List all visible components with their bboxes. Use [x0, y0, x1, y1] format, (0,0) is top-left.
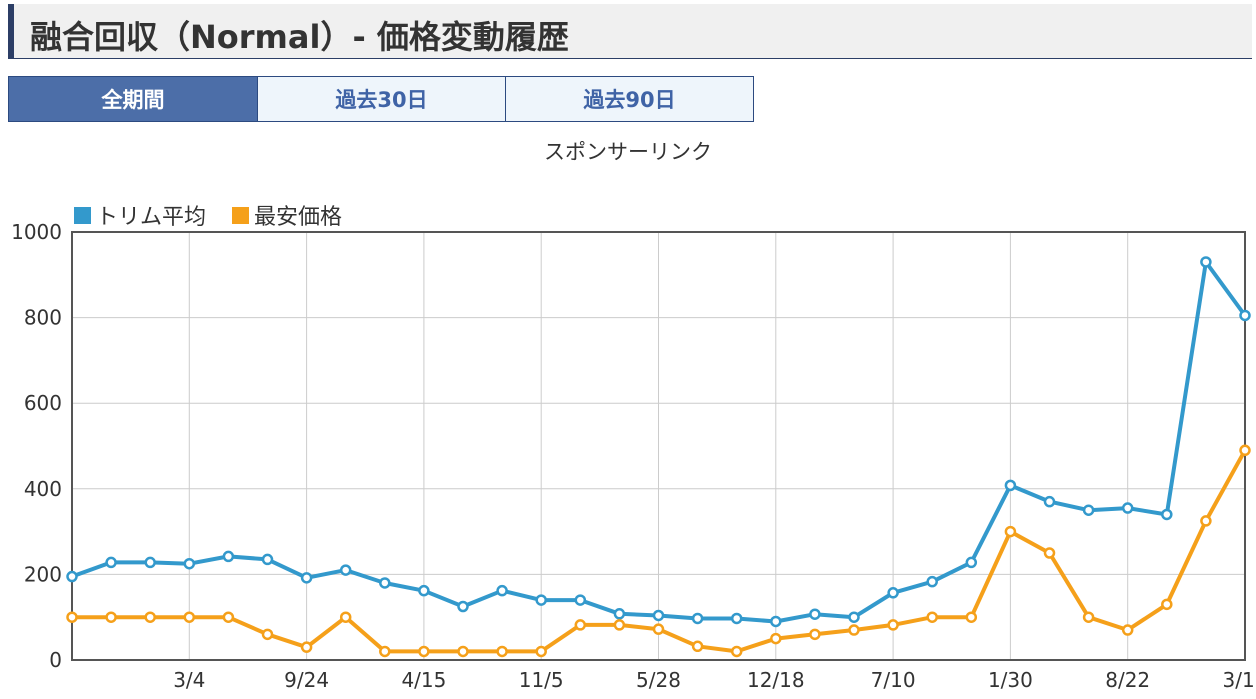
y-tick-label: 800: [24, 306, 62, 330]
data-point-1-5: [261, 628, 274, 641]
x-tick-label: 5/28: [636, 668, 681, 692]
data-point-1-14: [613, 619, 626, 631]
data-point-1-16: [691, 640, 704, 653]
data-point-1-28: [1161, 598, 1173, 611]
data-point-0-13: [574, 594, 587, 606]
tab-past-30-days[interactable]: 過去30日: [257, 77, 505, 121]
data-point-0-23: [965, 556, 978, 569]
data-point-0-30: [1239, 309, 1251, 322]
data-point-1-10: [457, 645, 469, 658]
data-point-0-4: [222, 550, 235, 563]
data-point-0-25: [1043, 495, 1056, 508]
x-tick-label: 1/30: [988, 668, 1033, 692]
y-tick-label: 1000: [11, 220, 62, 244]
data-point-1-26: [1082, 611, 1095, 623]
data-point-0-2: [144, 556, 156, 569]
data-point-1-23: [965, 611, 978, 623]
data-point-0-26: [1082, 504, 1095, 516]
data-point-0-1: [105, 556, 117, 569]
data-point-0-10: [457, 600, 469, 613]
data-point-0-8: [379, 577, 391, 589]
data-point-0-3: [183, 557, 196, 570]
tab-past-90-days[interactable]: 過去90日: [505, 77, 753, 121]
legend-label-min: 最安価格: [254, 205, 343, 230]
chart-legend: トリム平均 最安価格: [74, 199, 342, 231]
data-point-1-6: [300, 641, 313, 653]
data-point-1-9: [418, 645, 430, 658]
data-point-1-29: [1200, 515, 1212, 527]
data-point-1-1: [105, 611, 117, 623]
data-point-1-3: [183, 611, 196, 623]
data-point-1-20: [848, 624, 860, 636]
legend-item-min[interactable]: 最安価格: [232, 199, 342, 231]
page-title: 融合回収（Normal）- 価格変動履歴: [30, 18, 569, 56]
data-point-1-13: [574, 619, 587, 631]
data-point-1-21: [887, 619, 899, 631]
x-tick-label: 8/22: [1105, 668, 1150, 692]
legend-label-avg: トリム平均: [96, 205, 207, 230]
data-point-0-24: [1004, 479, 1017, 492]
legend-swatch-min: [232, 206, 250, 224]
y-tick-label: 0: [49, 648, 62, 672]
x-tick-label: 4/15: [401, 668, 446, 692]
data-point-1-24: [1004, 525, 1017, 538]
data-point-0-6: [300, 572, 313, 584]
data-point-1-30: [1239, 444, 1251, 457]
data-point-1-15: [652, 623, 665, 635]
legend-swatch-avg: [74, 206, 91, 224]
data-point-0-15: [652, 609, 665, 622]
data-point-0-14: [613, 608, 626, 620]
sponsor-link-label: スポンサーリンク: [544, 140, 712, 164]
data-point-1-22: [926, 611, 938, 623]
y-tick-label: 200: [24, 562, 62, 586]
data-point-1-27: [1121, 624, 1134, 636]
y-tick-label: 600: [24, 391, 62, 415]
tab-all-period[interactable]: 全期間: [9, 77, 257, 121]
data-point-1-7: [339, 611, 352, 623]
x-tick-label: 3/13: [1223, 668, 1256, 692]
data-point-0-11: [496, 584, 508, 597]
period-tabs: 全期間 過去30日 過去90日: [8, 76, 754, 122]
y-tick-label: 400: [24, 477, 62, 501]
data-point-0-0: [66, 570, 78, 583]
data-point-1-4: [222, 611, 235, 623]
data-point-0-12: [535, 594, 547, 606]
data-point-1-11: [496, 645, 508, 658]
x-tick-label: 11/5: [519, 668, 564, 692]
data-point-1-25: [1043, 547, 1056, 559]
data-point-0-21: [887, 587, 899, 599]
x-tick-label: 7/10: [871, 668, 916, 692]
data-point-0-7: [339, 564, 352, 576]
data-point-0-18: [770, 615, 782, 628]
data-point-1-0: [66, 611, 78, 623]
data-point-1-12: [535, 645, 547, 658]
legend-item-avg[interactable]: トリム平均: [74, 199, 206, 231]
data-point-1-8: [379, 645, 391, 658]
x-tick-label: 9/24: [284, 668, 329, 692]
data-point-1-18: [770, 632, 782, 645]
data-point-0-20: [848, 611, 860, 623]
data-point-0-9: [418, 584, 430, 597]
data-point-0-16: [691, 612, 704, 625]
x-tick-label: 3/4: [173, 668, 205, 692]
data-point-1-17: [730, 645, 743, 658]
data-point-0-5: [261, 553, 274, 566]
data-point-0-27: [1121, 502, 1134, 514]
data-point-1-19: [809, 628, 821, 641]
data-point-0-22: [926, 575, 938, 588]
data-point-0-29: [1200, 256, 1212, 268]
data-point-0-17: [730, 612, 743, 625]
data-point-0-19: [809, 608, 821, 620]
x-tick-label: 12/18: [747, 668, 805, 692]
title-bar: 融合回収（Normal）- 価格変動履歴: [8, 4, 1252, 59]
data-point-1-2: [144, 611, 156, 623]
data-point-0-28: [1161, 508, 1173, 521]
